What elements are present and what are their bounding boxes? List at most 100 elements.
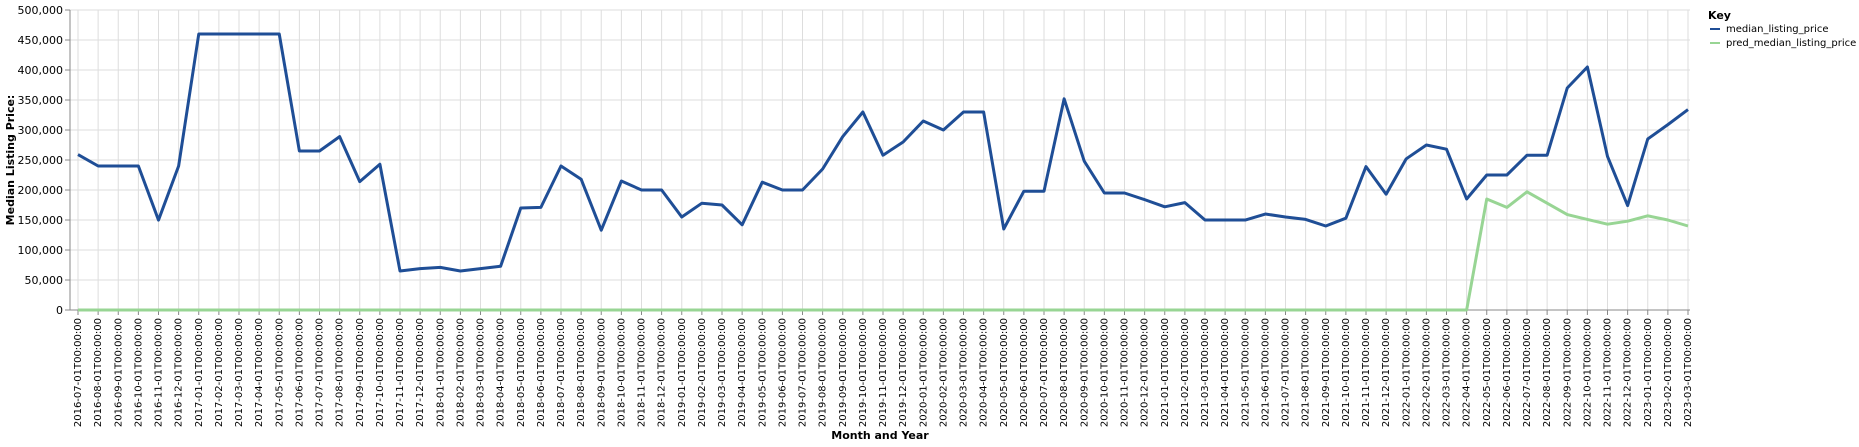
x-tick-label: 2021-02-01T00:00:00 — [1180, 318, 1191, 427]
x-tick-label: 2017-06-01T00:00:00 — [294, 318, 305, 427]
x-tick-label: 2019-05-01T00:00:00 — [757, 318, 768, 427]
y-tick-label: 500,000 — [18, 4, 64, 17]
x-tick-label: 2018-10-01T00:00:00 — [616, 318, 627, 427]
x-tick-label: 2017-05-01T00:00:00 — [274, 318, 285, 427]
x-tick-label: 2018-04-01T00:00:00 — [496, 318, 507, 427]
legend-title: Key — [1708, 9, 1731, 22]
x-tick-label: 2020-01-01T00:00:00 — [918, 318, 929, 427]
x-tick-label: 2020-10-01T00:00:00 — [1099, 318, 1110, 427]
x-tick-label: 2021-03-01T00:00:00 — [1200, 318, 1211, 427]
x-tick-label: 2020-02-01T00:00:00 — [938, 318, 949, 427]
x-tick-label: 2019-08-01T00:00:00 — [818, 318, 829, 427]
x-tick-label: 2016-11-01T00:00:00 — [154, 318, 165, 427]
x-tick-label: 2016-10-01T00:00:00 — [133, 318, 144, 427]
x-tick-label: 2019-06-01T00:00:00 — [777, 318, 788, 427]
y-tick-label: 400,000 — [18, 64, 64, 77]
x-tick-label: 2021-07-01T00:00:00 — [1281, 318, 1292, 427]
x-tick-label: 2017-03-01T00:00:00 — [234, 318, 245, 427]
x-tick-label: 2018-09-01T00:00:00 — [596, 318, 607, 427]
y-tick-label: 300,000 — [18, 124, 64, 137]
x-tick-label: 2022-05-01T00:00:00 — [1482, 318, 1493, 427]
x-tick-label: 2017-12-01T00:00:00 — [415, 318, 426, 427]
x-tick-label: 2019-11-01T00:00:00 — [878, 318, 889, 427]
y-axis-title: Median Listing Price: — [4, 95, 17, 226]
x-tick-label: 2017-07-01T00:00:00 — [315, 318, 326, 427]
x-tick-label: 2021-10-01T00:00:00 — [1341, 318, 1352, 427]
y-tick-label: 250,000 — [18, 154, 64, 167]
x-tick-label: 2016-07-01T00:00:00 — [73, 318, 84, 427]
y-axis: 0 50,000 100,000 150,000 200,000 250,000 300,0… — [18, 4, 71, 317]
x-tick-label: 2021-08-01T00:00:00 — [1301, 318, 1312, 427]
x-tick-label: 2016-12-01T00:00:00 — [174, 318, 185, 427]
x-tick-label: 2017-09-01T00:00:00 — [355, 318, 366, 427]
x-tick-label: 2022-06-01T00:00:00 — [1502, 318, 1513, 427]
x-tick-label: 2018-01-01T00:00:00 — [435, 318, 446, 427]
x-tick-label: 2017-01-01T00:00:00 — [194, 318, 205, 427]
x-tick-label: 2017-10-01T00:00:00 — [375, 318, 386, 427]
x-tick-label: 2018-03-01T00:00:00 — [476, 318, 487, 427]
x-tick-label: 2016-08-01T00:00:00 — [93, 318, 104, 427]
x-tick-label: 2019-09-01T00:00:00 — [838, 318, 849, 427]
x-tick-label: 2022-02-01T00:00:00 — [1421, 318, 1432, 427]
x-tick-label: 2022-09-01T00:00:00 — [1562, 318, 1573, 427]
x-tick-label: 2019-10-01T00:00:00 — [858, 318, 869, 427]
x-tick-label: 2021-11-01T00:00:00 — [1361, 318, 1372, 427]
x-axis: 2016-07-01T00:00:00 2016-08-01T00:00:00 20… — [70, 309, 1694, 427]
x-tick-label: 2019-04-01T00:00:00 — [737, 318, 748, 427]
x-tick-label: 2020-11-01T00:00:00 — [1120, 318, 1131, 427]
x-tick-label: 2021-06-01T00:00:00 — [1260, 318, 1271, 427]
x-tick-label: 2022-08-01T00:00:00 — [1542, 318, 1553, 427]
series-line-median_listing_price — [77, 32, 1689, 273]
x-tick-label: 2022-12-01T00:00:00 — [1623, 318, 1634, 427]
x-tick-label: 2018-12-01T00:00:00 — [657, 318, 668, 427]
x-tick-label: 2021-09-01T00:00:00 — [1321, 318, 1332, 427]
y-tick-label: 350,000 — [18, 94, 64, 107]
x-tick-label: 2020-07-01T00:00:00 — [1039, 318, 1050, 427]
x-tick-label: 2018-05-01T00:00:00 — [516, 318, 527, 427]
x-tick-label: 2020-08-01T00:00:00 — [1059, 318, 1070, 427]
series-lines — [77, 32, 1689, 312]
x-tick-label: 2022-10-01T00:00:00 — [1582, 318, 1593, 427]
legend-label: median_listing_price — [1726, 24, 1829, 35]
x-tick-label: 2017-08-01T00:00:00 — [335, 318, 346, 427]
x-tick-label: 2020-03-01T00:00:00 — [959, 318, 970, 427]
x-tick-label: 2019-02-01T00:00:00 — [697, 318, 708, 427]
x-tick-label: 2019-12-01T00:00:00 — [898, 318, 909, 427]
x-tick-label: 2018-02-01T00:00:00 — [455, 318, 466, 427]
x-tick-label: 2022-11-01T00:00:00 — [1603, 318, 1614, 427]
legend-label: pred_median_listing_price — [1726, 38, 1856, 49]
x-tick-label: 2018-11-01T00:00:00 — [637, 318, 648, 427]
x-tick-label: 2017-04-01T00:00:00 — [254, 318, 265, 427]
x-tick-label: 2020-06-01T00:00:00 — [1019, 318, 1030, 427]
x-tick-label: 2022-07-01T00:00:00 — [1522, 318, 1533, 427]
x-tick-label: 2018-08-01T00:00:00 — [576, 318, 587, 427]
x-tick-label: 2018-06-01T00:00:00 — [536, 318, 547, 427]
gridlines — [70, 9, 1690, 311]
series-line-pred_median_listing_price — [78, 190, 1689, 312]
x-tick-label: 2017-11-01T00:00:00 — [395, 318, 406, 427]
x-axis-title: Month and Year — [831, 429, 929, 442]
y-tick-label: 150,000 — [18, 214, 64, 227]
x-tick-label: 2019-01-01T00:00:00 — [677, 318, 688, 427]
legend: Key median_listing_price pred_median_list… — [1708, 9, 1856, 49]
x-tick-label: 2022-01-01T00:00:00 — [1401, 318, 1412, 427]
y-tick-label: 0 — [56, 304, 63, 317]
x-tick-label: 2016-09-01T00:00:00 — [113, 318, 124, 427]
x-tick-label: 2023-03-01T00:00:00 — [1683, 318, 1694, 427]
x-tick-label: 2019-03-01T00:00:00 — [717, 318, 728, 427]
y-tick-label: 50,000 — [25, 274, 64, 287]
x-tick-label: 2020-04-01T00:00:00 — [979, 318, 990, 427]
y-tick-label: 100,000 — [18, 244, 64, 257]
x-tick-label: 2021-04-01T00:00:00 — [1220, 318, 1231, 427]
x-tick-label: 2019-07-01T00:00:00 — [798, 318, 809, 427]
x-tick-label: 2020-05-01T00:00:00 — [999, 318, 1010, 427]
x-tick-label: 2022-04-01T00:00:00 — [1462, 318, 1473, 427]
y-tick-label: 200,000 — [18, 184, 64, 197]
x-tick-label: 2022-03-01T00:00:00 — [1442, 318, 1453, 427]
x-tick-label: 2021-05-01T00:00:00 — [1240, 318, 1251, 427]
x-tick-label: 2018-07-01T00:00:00 — [556, 318, 567, 427]
x-tick-label: 2020-12-01T00:00:00 — [1140, 318, 1151, 427]
x-tick-label: 2020-09-01T00:00:00 — [1079, 318, 1090, 427]
x-tick-label: 2023-01-01T00:00:00 — [1643, 318, 1654, 427]
